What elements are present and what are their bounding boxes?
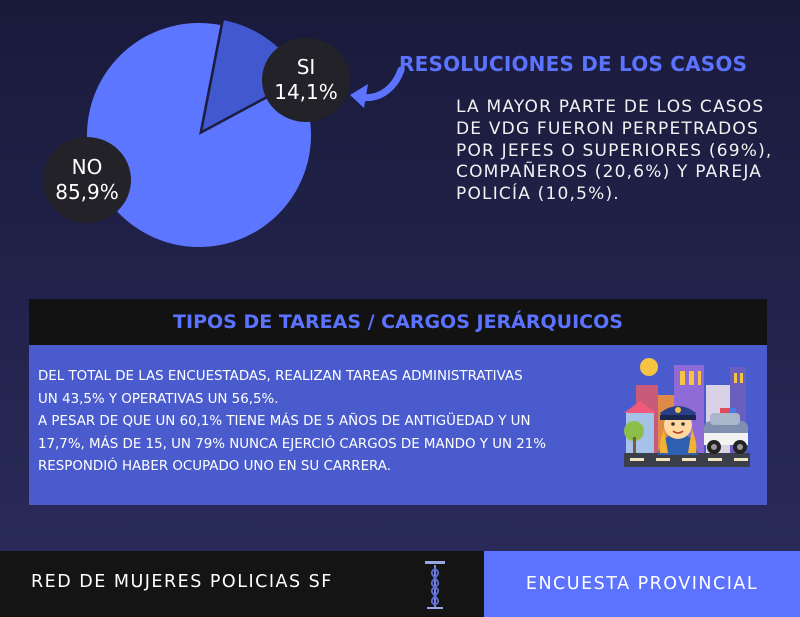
pie-label-no-category: NO — [71, 155, 103, 179]
footer-org-name: RED DE MUJERES POLICIAS SF — [31, 572, 333, 592]
tasks-header: TIPOS DE TAREAS / CARGOS JERÁRQUICOS — [29, 299, 767, 345]
resolutions-text: LA MAYOR PARTE DE LOS CASOS DE VDG FUERO… — [456, 97, 773, 205]
tasks-line: RESPONDIÓ HABER OCUPADO UNO EN SU CARRER… — [38, 459, 391, 474]
caduceus-logo-icon — [425, 561, 445, 609]
footer-survey-label: ENCUESTA PROVINCIAL — [525, 574, 759, 594]
tasks-line: DEL TOTAL DE LAS ENCUESTADAS, REALIZAN T… — [38, 369, 523, 384]
pie-chart — [87, 20, 311, 247]
pie-label-si-value: 14,1% — [274, 80, 338, 104]
pie-slice-no — [87, 23, 311, 247]
tasks-title: TIPOS DE TAREAS / CARGOS JERÁRQUICOS — [173, 311, 623, 333]
pie-label-no: NO 85,9% — [43, 137, 131, 223]
footer-org-bar: RED DE MUJERES POLICIAS SF — [0, 551, 484, 617]
curved-arrow-icon — [350, 66, 405, 108]
resolutions-title: RESOLUCIONES DE LOS CASOS — [399, 52, 748, 76]
pie-label-si: SI 14,1% — [262, 38, 350, 122]
tasks-line: UN 43,5% Y OPERATIVAS UN 56,5%. — [38, 391, 279, 407]
tasks-panel: DEL TOTAL DE LAS ENCUESTADAS, REALIZAN T… — [29, 345, 767, 505]
tasks-line: 17,7%, MÁS DE 15, UN 79% NUNCA EJERCIÓ C… — [38, 436, 547, 452]
policewoman-city-illustration — [624, 358, 750, 467]
pie-label-si-category: SI — [296, 55, 316, 79]
tasks-text: DEL TOTAL DE LAS ENCUESTADAS, REALIZAN T… — [38, 366, 610, 479]
pie-label-no-value: 85,9% — [55, 180, 119, 204]
tasks-line: A PESAR DE QUE UN 60,1% TIENE MÁS DE 5 A… — [38, 414, 531, 429]
footer-survey-bar: ENCUESTA PROVINCIAL — [484, 551, 800, 617]
